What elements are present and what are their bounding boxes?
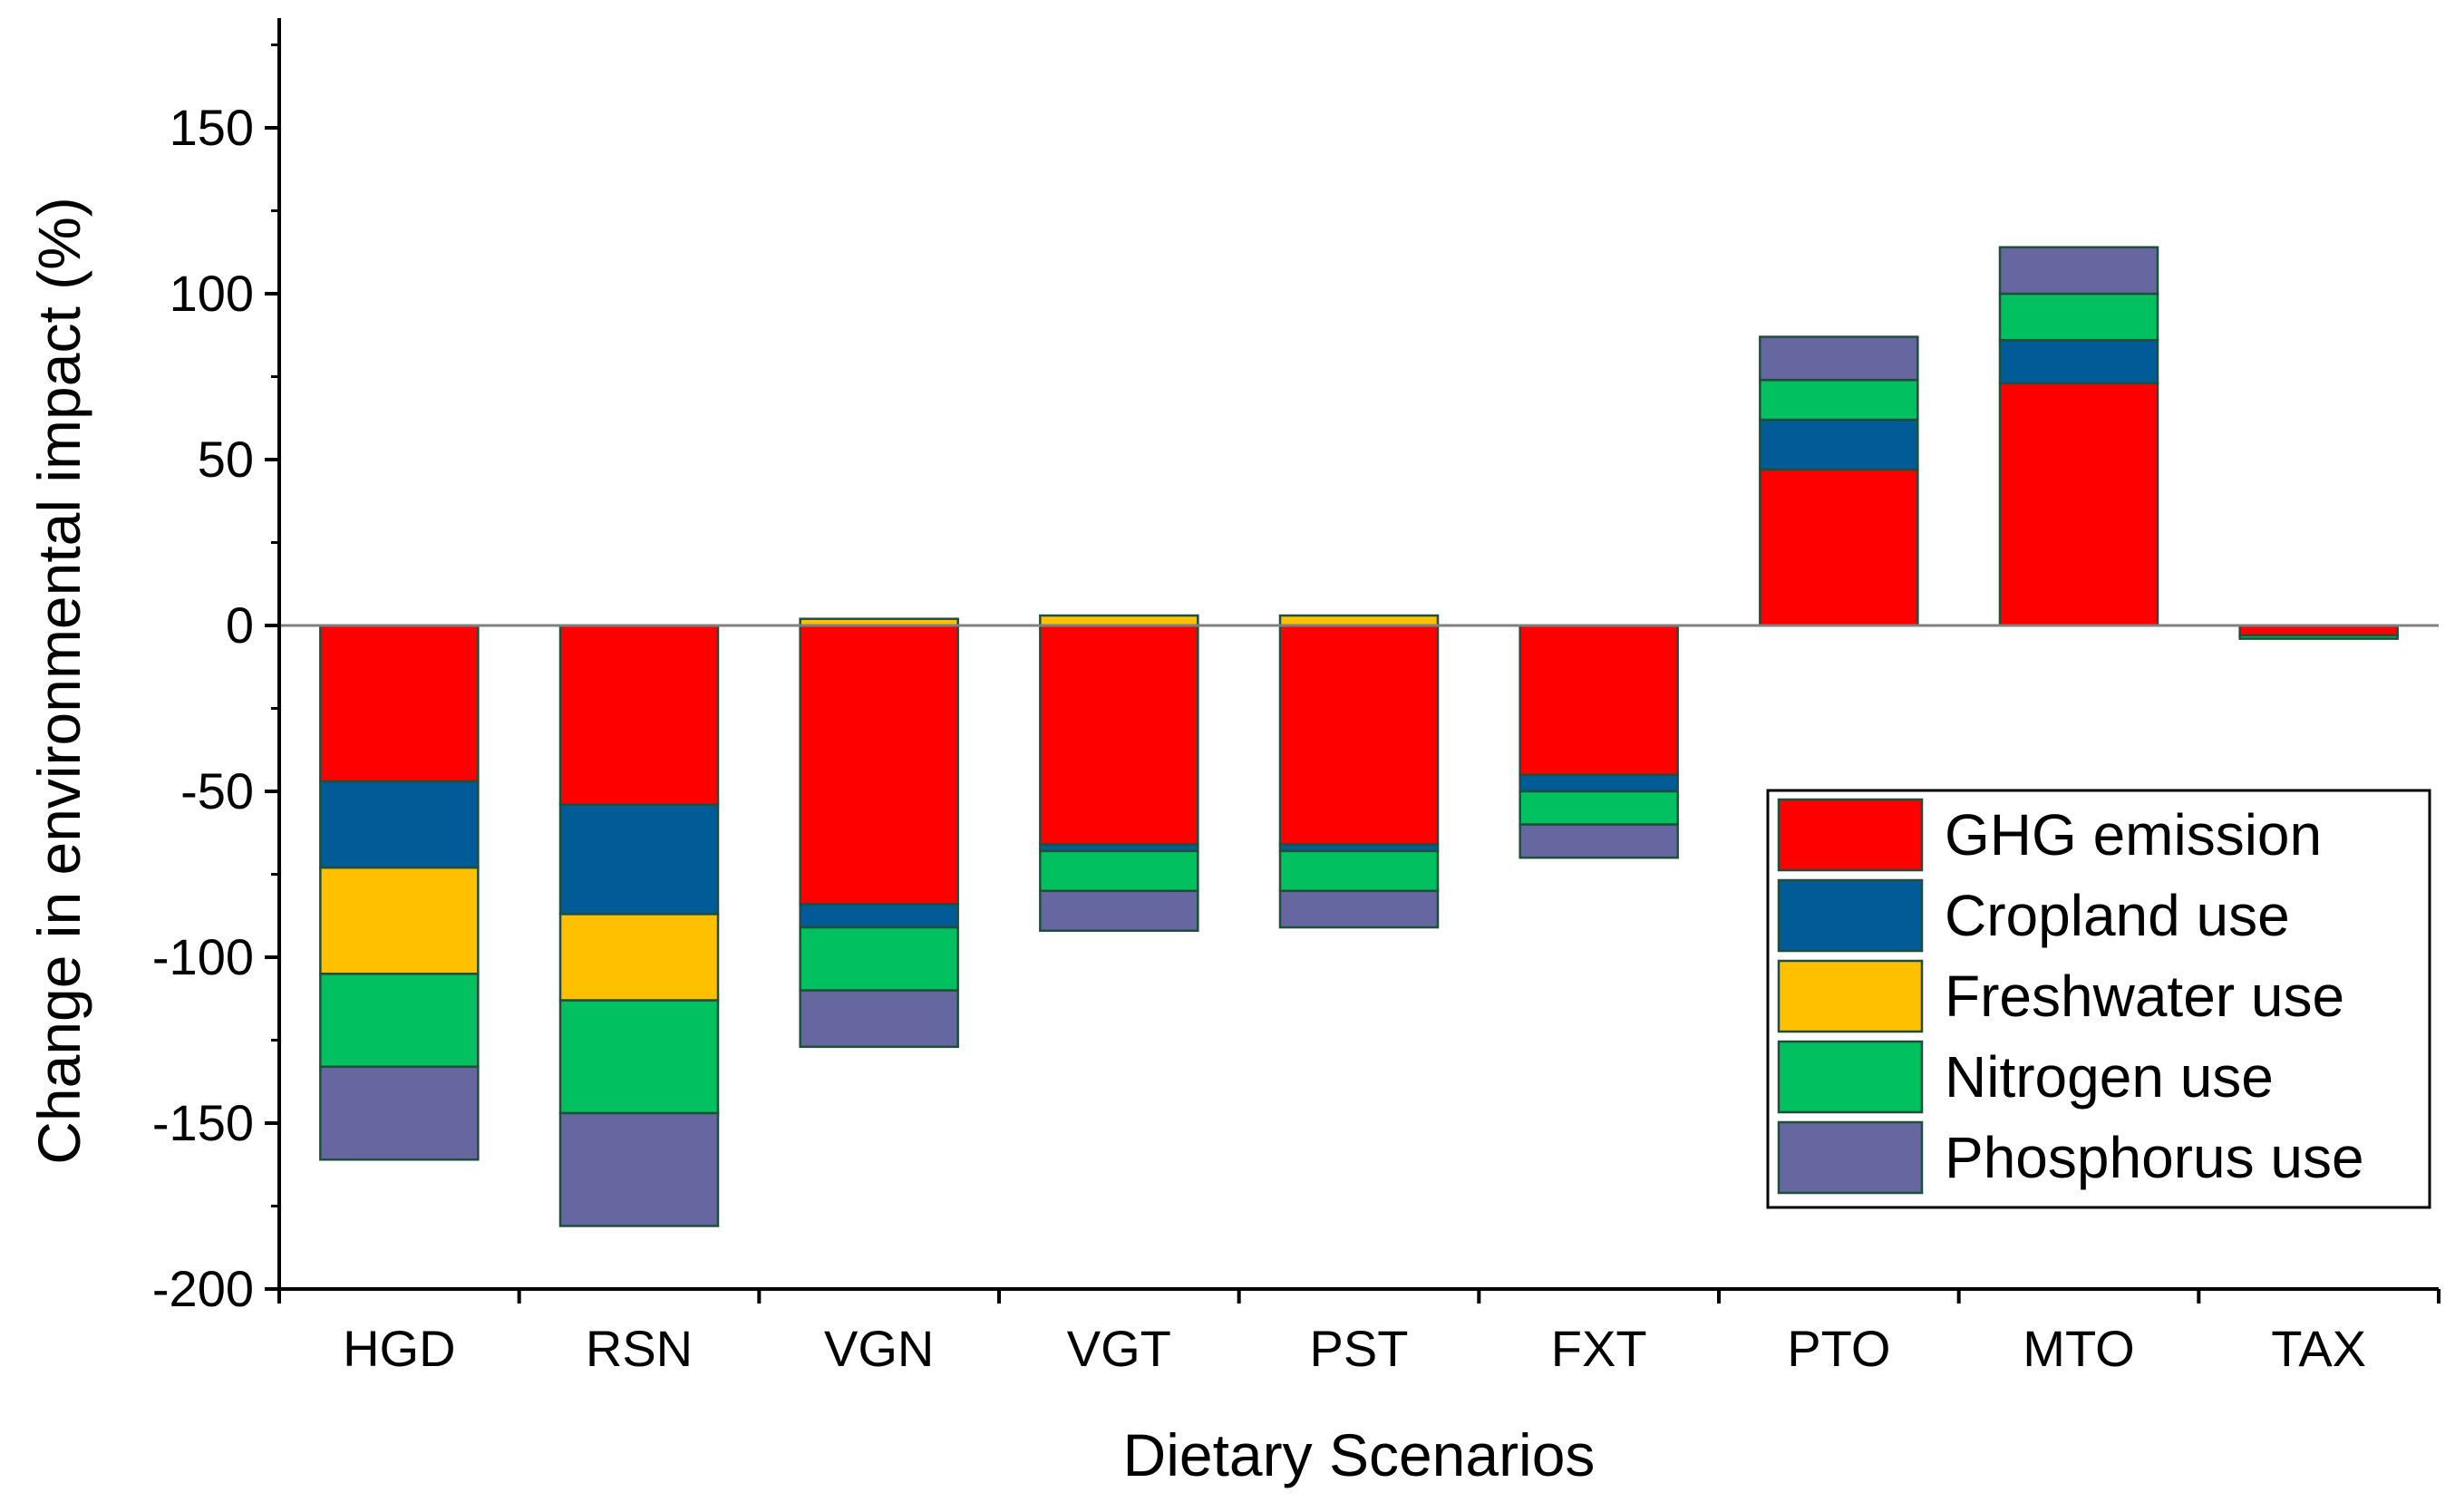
bar-segment [558,624,720,806]
bar-segment [1998,382,2159,627]
y-tick-label: -150 [152,1094,254,1151]
bar-segment [1039,614,1199,627]
x-tick-label: VGN [824,1320,934,1377]
bar-segment [1278,624,1440,846]
legend-swatch [1777,1040,1924,1114]
y-tick-label: 0 [226,596,254,654]
bar-segment [2238,624,2399,637]
x-tick-label: TAX [2271,1320,2366,1377]
x-tick-label: PST [1310,1320,1409,1377]
y-tick-label: -50 [180,762,254,819]
legend-label: Cropland use [1945,883,2290,948]
bar-segment [319,866,480,975]
legend-swatch [1777,798,1924,872]
bar-segment [1759,468,1919,627]
bar-segment [1278,889,1440,929]
x-tick-label: VGT [1067,1320,1171,1377]
legend-swatch [1777,959,1924,1033]
bar-segment [319,624,480,783]
bar-segment [1519,790,1679,826]
bar-segment [319,780,480,869]
bar-segment [558,913,720,1002]
y-tick-label: 100 [170,265,254,322]
bar-segment [558,999,720,1115]
bar-segment [319,973,480,1069]
x-tick-label: HGD [343,1320,455,1377]
bar-segment [1039,889,1199,932]
y-tick-label: -200 [152,1260,254,1317]
bar-segment [1519,823,1679,859]
bar-segment [1759,378,1919,422]
legend: GHG emission Cropland use Freshwater use Ni… [1766,789,2431,1209]
bar-segment [1998,338,2159,385]
bar-segment [1998,246,2159,296]
bar-segment [319,1065,480,1161]
legend-swatch [1777,1120,1924,1195]
bar-segment [1998,292,2159,342]
y-tick-label: 50 [198,431,254,488]
y-axis-title: Change in environmental impact (%) [25,197,92,1165]
bar-segment [1519,624,1679,776]
bar-segment [1278,849,1440,893]
bar-segment [799,989,959,1049]
legend-swatch [1777,878,1924,953]
y-tick-label: 150 [170,99,254,156]
bar-segment [799,903,959,929]
bar-segment [1519,773,1679,793]
bar-group [319,246,2399,1227]
legend-label: Freshwater use [1945,964,2344,1029]
x-tick-label: FXT [1551,1320,1647,1377]
bar-segment [558,803,720,916]
bar-segment [1759,335,1919,382]
bar-segment [1039,624,1199,846]
bar-segment [2238,634,2399,640]
legend-label: GHG emission [1945,802,2322,867]
bar-segment [1039,849,1199,893]
legend-label: Nitrogen use [1945,1044,2274,1110]
bar-segment [799,926,959,992]
y-ticks: -200 -150 -100 -50 0 50 100 150 [152,44,279,1317]
bar-segment [799,624,959,906]
x-tick-label: PTO [1787,1320,1890,1377]
bar-segment [1278,614,1440,627]
x-ticks: HGD RSN VGN VGT PST FXT PTO MTO TAX [277,1289,2440,1377]
bar-segment [558,1111,720,1227]
legend-label: Phosphorus use [1945,1125,2364,1190]
x-tick-label: MTO [2023,1320,2134,1377]
bar-segment [1759,418,1919,471]
x-tick-label: RSN [586,1320,693,1377]
x-axis-title: Dietary Scenarios [1123,1421,1596,1488]
y-tick-label: -100 [152,928,254,985]
